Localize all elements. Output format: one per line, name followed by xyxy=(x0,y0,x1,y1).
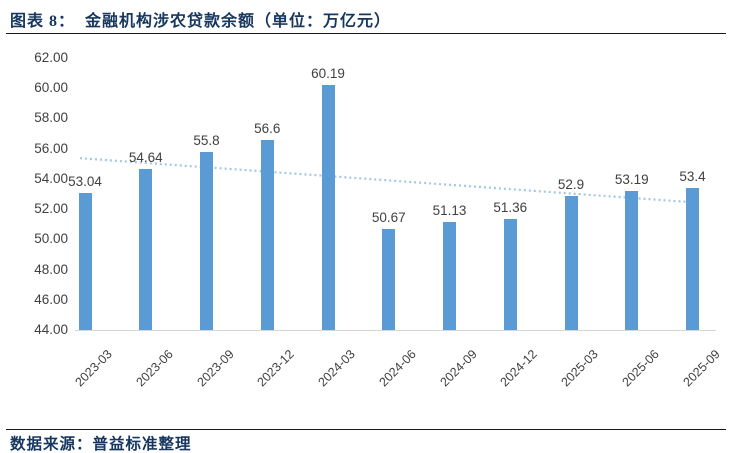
bar xyxy=(443,222,456,330)
bar-value-label: 56.6 xyxy=(254,120,281,136)
x-axis-tick-label: 2024-09 xyxy=(437,347,480,390)
y-axis-tick-label: 56.00 xyxy=(34,140,68,156)
y-axis-tick-label: 44.00 xyxy=(34,322,68,337)
bar-value-label: 53.04 xyxy=(68,174,102,190)
y-axis-tick-label: 62.00 xyxy=(34,50,68,65)
x-axis-tick-label: 2024-06 xyxy=(376,347,419,390)
x-axis-tick-label: 2023-03 xyxy=(72,347,115,390)
bar-value-label: 60.19 xyxy=(311,66,345,82)
bar-value-label: 55.8 xyxy=(193,132,220,148)
bar xyxy=(78,193,92,330)
trendline xyxy=(79,157,696,204)
bar-value-label: 50.67 xyxy=(371,210,406,226)
figure-title: 图表 8： 金融机构涉农贷款余额（单位：万亿元） xyxy=(10,13,392,30)
bar xyxy=(503,218,517,330)
y-axis-tick-label: 48.00 xyxy=(34,261,68,277)
y-axis-tick-label: 46.00 xyxy=(34,291,68,307)
bar xyxy=(625,191,639,330)
bar-value-label: 51.36 xyxy=(493,199,528,215)
x-axis-tick-label: 2024-03 xyxy=(315,347,358,390)
y-axis-tick-label: 52.00 xyxy=(34,201,68,217)
bar-value-label: 53.4 xyxy=(679,168,706,184)
bar xyxy=(564,195,578,330)
x-axis-tick-label: 2025-03 xyxy=(558,347,601,390)
x-axis-line xyxy=(75,330,716,331)
bar-value-label: 52.9 xyxy=(557,176,585,192)
y-axis-tick-label: 58.00 xyxy=(34,110,68,126)
x-axis-tick-label: 2025-09 xyxy=(680,347,723,390)
bar-value-label: 53.19 xyxy=(614,172,649,188)
x-axis-tick-label: 2025-06 xyxy=(619,347,662,390)
x-axis-tick-label: 2023-12 xyxy=(254,347,298,390)
x-axis-tick-label: 2023-09 xyxy=(194,347,237,390)
bar xyxy=(200,151,213,330)
bar-chart: 62.00 60.00 58.00 56.00 54.00 52.00 50.00 48.00… xyxy=(0,36,731,426)
x-axis-tick-label: 2024-12 xyxy=(497,347,541,390)
footer-divider xyxy=(6,429,726,430)
bar-value-label: 54.64 xyxy=(128,150,163,166)
y-axis-tick-label: 50.00 xyxy=(34,231,68,247)
bar xyxy=(382,229,396,330)
bar xyxy=(139,169,153,330)
bar xyxy=(321,85,335,330)
header-divider xyxy=(6,33,726,34)
bar xyxy=(686,187,699,330)
bar-value-label: 51.13 xyxy=(432,203,467,219)
y-axis-tick-label: 60.00 xyxy=(34,80,68,96)
y-axis-tick-label: 54.00 xyxy=(34,170,68,186)
bar xyxy=(260,139,274,330)
x-axis-tick-label: 2023-06 xyxy=(133,347,176,390)
data-source-note: 数据来源：普益标准整理 xyxy=(10,436,192,453)
